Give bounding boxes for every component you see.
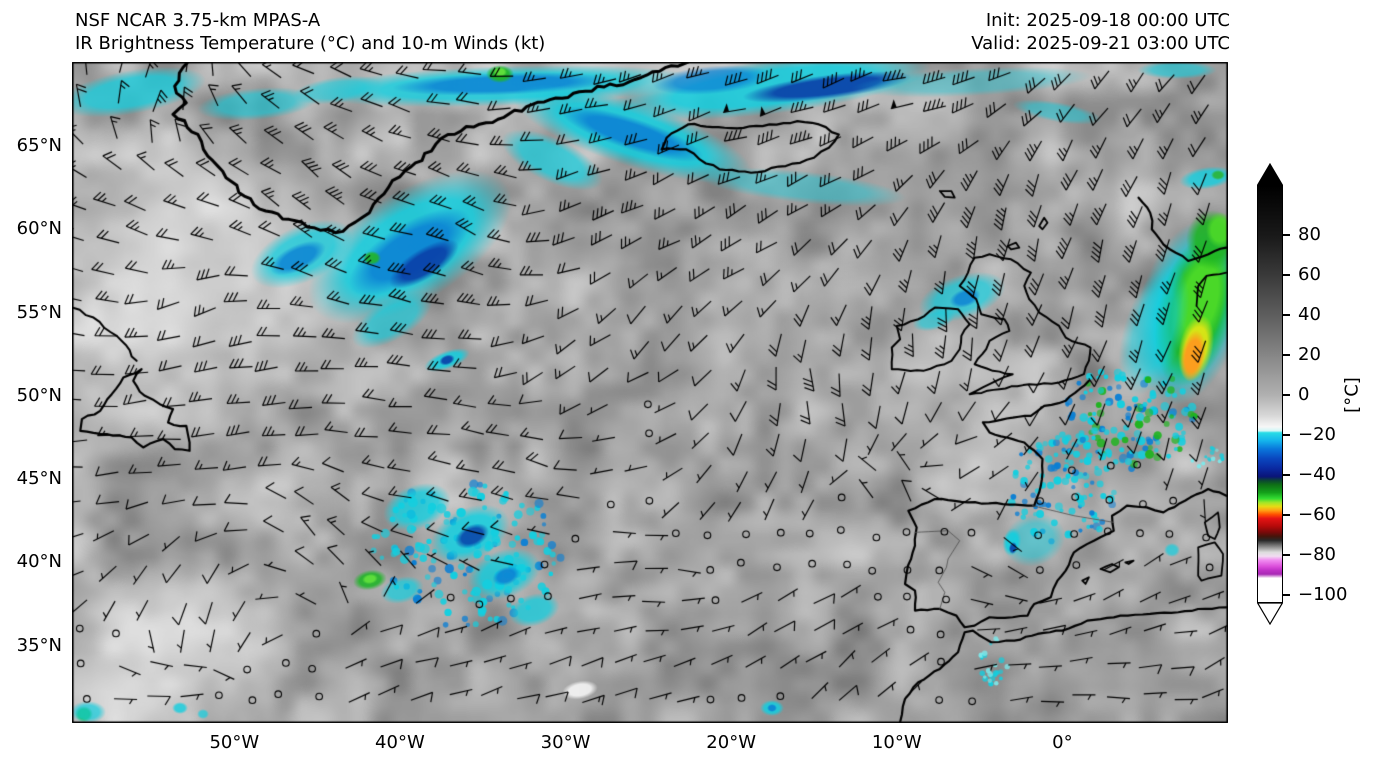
lat-tick-label: 55°N: [16, 301, 62, 323]
figure-title-block: NSF NCAR 3.75-km MPAS-A IR Brightness Te…: [75, 9, 545, 55]
colorbar-tick-label: 80: [1298, 224, 1321, 245]
run-time-block: Init: 2025-09-18 00:00 UTC Valid: 2025-0…: [971, 9, 1230, 55]
colorbar-tick-label: −40: [1298, 464, 1336, 485]
colorbar-tick-label: 0: [1298, 384, 1310, 405]
colorbar-tick: [1282, 514, 1290, 516]
colorbar-tick: [1282, 274, 1290, 276]
colorbar-tick-label: −100: [1298, 584, 1348, 605]
colorbar-tick-label: −60: [1298, 504, 1336, 525]
colorbar-tick: [1282, 554, 1290, 556]
colorbar-tick-label: 40: [1298, 304, 1321, 325]
colorbar-tick: [1282, 354, 1290, 356]
lat-tick-label: 45°N: [16, 468, 62, 490]
colorbar-tick: [1282, 394, 1290, 396]
colorbar-tick-label: −80: [1298, 544, 1336, 565]
colorbar-extend-max-arrow: [1257, 163, 1283, 185]
colorbar-extend-min-arrow: [1257, 603, 1283, 625]
title-line-1: NSF NCAR 3.75-km MPAS-A: [75, 10, 321, 31]
colorbar-label: [°C]: [1341, 377, 1363, 413]
colorbar-tick-label: 60: [1298, 264, 1321, 285]
lat-tick-label: 40°N: [16, 551, 62, 573]
lon-tick-label: 30°W: [540, 732, 591, 753]
lon-tick-label: 0°: [1052, 732, 1073, 753]
lat-tick-label: 50°N: [16, 384, 62, 406]
colorbar-gradient: [1257, 185, 1283, 603]
lon-tick-label: 40°W: [375, 732, 425, 753]
colorbar-tick-label: 20: [1298, 344, 1321, 365]
colorbar-tick: [1282, 434, 1290, 436]
lat-tick-label: 35°N: [16, 634, 62, 656]
lon-tick-label: 50°W: [209, 732, 260, 753]
colorbar-tick-label: −20: [1298, 424, 1336, 445]
lon-tick-label: 10°W: [871, 732, 922, 753]
init-time-label: Init: 2025-09-18 00:00 UTC: [985, 10, 1230, 31]
title-line-2: IR Brightness Temperature (°C) and 10-m …: [75, 33, 546, 54]
valid-time-label: Valid: 2025-09-21 03:00 UTC: [971, 33, 1230, 54]
lat-tick-label: 65°N: [16, 135, 62, 157]
lon-tick-label: 20°W: [706, 732, 756, 753]
colorbar-tick: [1282, 474, 1290, 476]
colorbar: 80 60 40 20 0 −20 −40 −60 −80 −100: [1257, 163, 1376, 638]
lat-tick-label: 60°N: [16, 218, 62, 240]
colorbar-tick: [1282, 594, 1290, 596]
colorbar-tick: [1282, 314, 1290, 316]
map-canvas: [72, 62, 1228, 723]
colorbar-tick: [1282, 234, 1290, 236]
